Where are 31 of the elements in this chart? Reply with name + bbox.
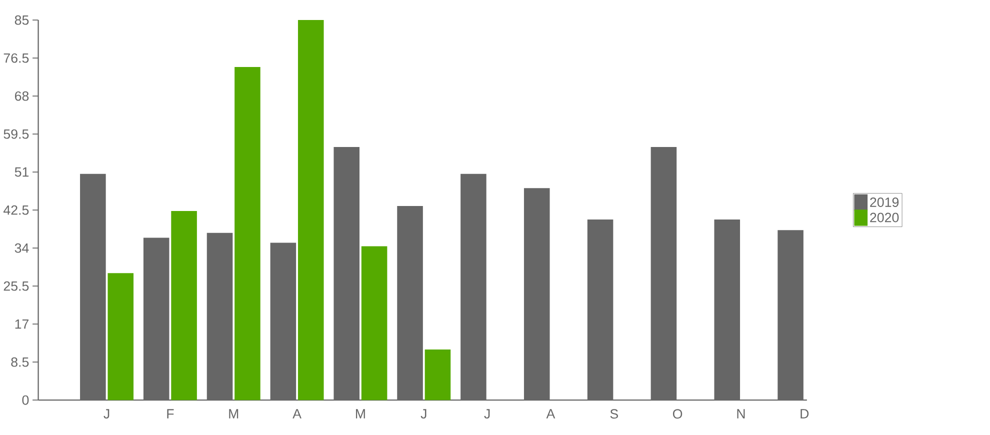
bar: [424, 349, 451, 400]
y-tick-label: 42.5: [3, 205, 29, 215]
x-tick-label: O: [672, 408, 682, 418]
y-tick-label: 51: [14, 167, 29, 177]
bar: [361, 246, 388, 400]
x-tick-label: A: [292, 408, 302, 418]
bar: [234, 66, 260, 400]
x-tick-label: J: [420, 408, 426, 418]
y-tick-label: 25.5: [4, 281, 29, 291]
y-tick-label: 68: [15, 91, 29, 101]
bar: [298, 20, 324, 400]
y-tick-label: 8.5: [11, 357, 29, 367]
bar: [171, 210, 197, 400]
y-tick-label: 76.5: [4, 53, 29, 63]
y-tick-label: 17: [15, 319, 29, 328]
y-tick-label: 85: [14, 15, 29, 25]
x-tick-label: N: [737, 408, 745, 418]
y-tick-label: 34: [14, 243, 29, 253]
legend-label: 2019: [870, 197, 899, 207]
y-tick-label: 59.5: [4, 129, 29, 139]
x-tick-label: D: [800, 408, 809, 418]
x-tick-label: J: [484, 408, 490, 418]
x-tick-label: F: [167, 408, 174, 418]
x-tick-label: M: [356, 408, 365, 418]
x-tick-label: J: [104, 408, 110, 418]
bar: [108, 272, 134, 400]
x-tick-label: A: [546, 408, 556, 418]
y-tick-label: 0: [22, 395, 29, 405]
x-tick-label: M: [229, 408, 238, 418]
x-tick-label: S: [610, 408, 618, 418]
legend-label: 2020: [870, 212, 899, 222]
